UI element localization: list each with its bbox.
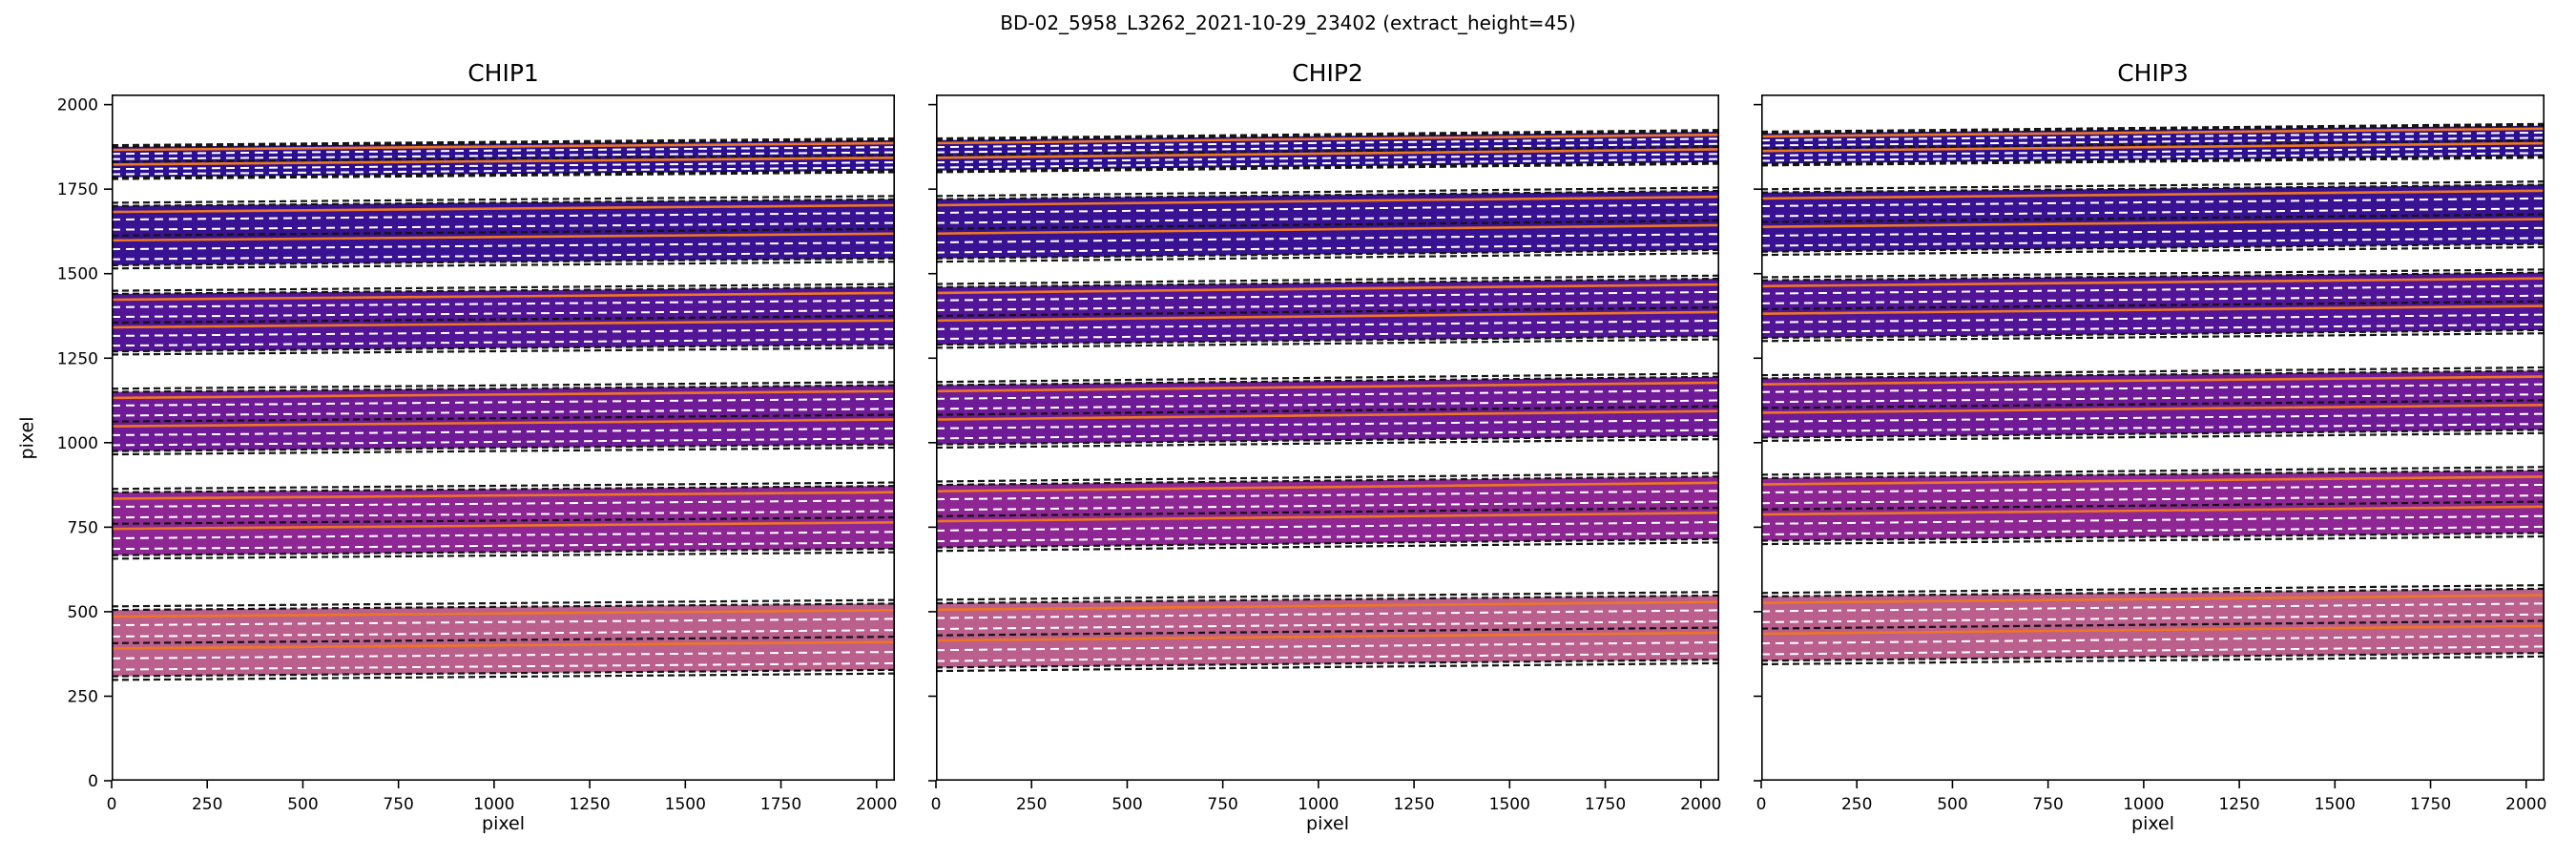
svg-text:0: 0: [88, 772, 98, 791]
svg-text:1250: 1250: [1393, 795, 1434, 814]
svg-text:1500: 1500: [665, 795, 706, 814]
svg-text:1750: 1750: [2410, 795, 2451, 814]
x-axis-label-chip2: pixel: [1306, 813, 1349, 834]
figure-title: BD-02_5958_L3262_2021-10-29_23402 (extra…: [1000, 11, 1576, 34]
axes-chip2: 0 250 500 750 1000 1250 1500 1750 2000: [928, 94, 1721, 814]
svg-text:750: 750: [383, 795, 413, 814]
svg-text:2000: 2000: [856, 795, 897, 814]
svg-text:2000: 2000: [1680, 795, 1721, 814]
svg-text:250: 250: [68, 687, 98, 706]
plot-area-chip2: 0 250 500 750 1000 1250 1500 1750 2000: [928, 94, 1721, 814]
svg-text:0: 0: [107, 795, 117, 814]
svg-text:0: 0: [1756, 795, 1767, 814]
subplot-title-chip1: CHIP1: [467, 59, 539, 87]
svg-text:1750: 1750: [760, 795, 801, 814]
svg-text:1750: 1750: [1585, 795, 1626, 814]
axes-chip3: 0 250 500 750 1000 1250 1500 1750 2000: [1754, 94, 2546, 814]
svg-text:1000: 1000: [2123, 795, 2164, 814]
plot-area-chip3: 0 250 500 750 1000 1250 1500 1750 2000: [1754, 94, 2546, 814]
subplot-title-chip3: CHIP3: [2117, 59, 2189, 87]
svg-text:0: 0: [931, 795, 942, 814]
y-axis-label: pixel: [16, 416, 38, 460]
svg-text:500: 500: [287, 795, 318, 814]
svg-text:2000: 2000: [2505, 795, 2546, 814]
svg-text:1500: 1500: [57, 265, 98, 284]
x-axis-label-chip1: pixel: [482, 813, 525, 834]
svg-text:500: 500: [1111, 795, 1142, 814]
svg-text:750: 750: [68, 518, 98, 537]
svg-text:1750: 1750: [57, 180, 98, 199]
svg-text:2000: 2000: [57, 96, 98, 115]
axes-chip1: 0 250 500 750 1000 1250 1500 1750 2000 0 250 500 750…: [57, 94, 897, 814]
svg-text:250: 250: [1841, 795, 1872, 814]
plot-area-chip1: 0 250 500 750 1000 1250 1500 1750 2000 0 250 500 750…: [57, 94, 897, 814]
svg-text:250: 250: [192, 795, 222, 814]
svg-text:1500: 1500: [2315, 795, 2356, 814]
svg-text:1250: 1250: [569, 795, 610, 814]
svg-text:1250: 1250: [2218, 795, 2259, 814]
svg-text:1250: 1250: [57, 349, 98, 368]
svg-text:250: 250: [1016, 795, 1047, 814]
svg-text:500: 500: [68, 603, 98, 622]
svg-text:750: 750: [2032, 795, 2063, 814]
svg-text:1000: 1000: [57, 434, 98, 453]
svg-text:1500: 1500: [1489, 795, 1530, 814]
x-axis-label-chip3: pixel: [2131, 813, 2174, 834]
svg-text:500: 500: [1937, 795, 1967, 814]
svg-text:1000: 1000: [473, 795, 514, 814]
svg-text:1000: 1000: [1298, 795, 1339, 814]
subplot-title-chip2: CHIP2: [1292, 59, 1363, 87]
svg-text:750: 750: [1207, 795, 1237, 814]
